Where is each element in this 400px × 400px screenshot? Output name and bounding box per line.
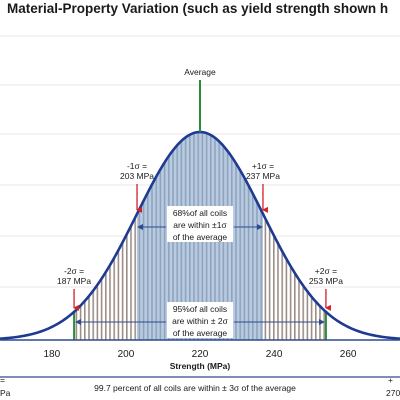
left-edge-top-text: = <box>0 375 5 385</box>
minus-two-sigma-label: -2σ = <box>64 266 84 276</box>
minus-one-sigma-value: 203 MPa <box>120 171 154 181</box>
minus-two-sigma-value: 187 MPa <box>57 276 91 286</box>
one-sigma-textbox <box>167 206 233 242</box>
x-axis-label: Strength (MPa) <box>170 361 231 371</box>
two-sigma-text-line-2: are within ± 2σ <box>172 316 228 326</box>
x-tick-label: 220 <box>192 349 209 360</box>
x-tick-label: 180 <box>44 349 61 360</box>
one-sigma-text-line-3: of the average <box>173 232 228 242</box>
x-tick-labels: 180 200 220 240 260 <box>44 349 357 360</box>
two-sigma-text-line-3: of the average <box>173 328 228 338</box>
one-sigma-text-line-1: 68%of all coils <box>173 208 227 218</box>
average-label: Average <box>184 67 216 77</box>
left-edge-bottom-text: Pa <box>0 388 11 398</box>
one-sigma-text-line-2: are within ±1σ <box>173 220 227 230</box>
two-sigma-textbox <box>167 302 233 338</box>
x-tick-label: 240 <box>266 349 283 360</box>
plus-one-sigma-label: +1σ = <box>252 161 274 171</box>
three-sigma-text: 99.7 percent of all coils are within ± 3… <box>94 383 296 393</box>
two-sigma-text-line-1: 95%of all coils <box>173 304 227 314</box>
plus-two-sigma-value: 253 MPa <box>309 276 343 286</box>
minus-one-sigma-label: -1σ = <box>127 161 147 171</box>
chart-title: Material-Property Variation (such as yie… <box>7 1 388 16</box>
x-tick-label: 260 <box>340 349 357 360</box>
x-tick-label: 200 <box>118 349 135 360</box>
right-edge-top-text: + <box>388 375 393 385</box>
right-edge-bottom-text: 270 <box>386 388 400 398</box>
plus-two-sigma-label: +2σ = <box>315 266 337 276</box>
plus-one-sigma-value: 237 MPa <box>246 171 280 181</box>
